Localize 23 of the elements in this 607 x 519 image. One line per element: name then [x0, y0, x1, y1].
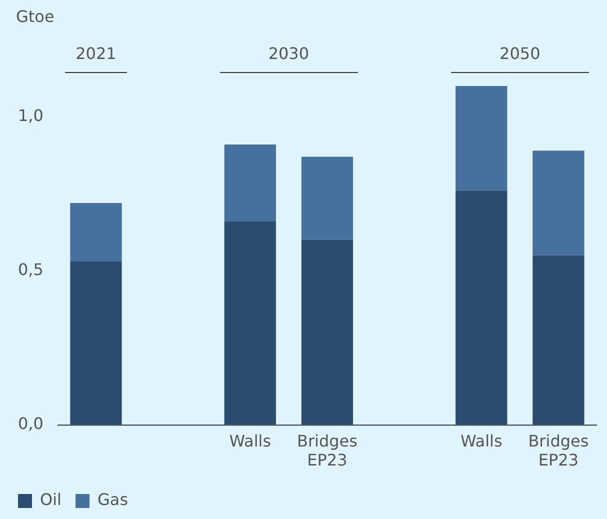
x-tick-label: Bridges EP23 [296, 431, 358, 470]
legend-label: Gas [97, 490, 128, 510]
text: 2050 [498, 44, 542, 63]
bar [224, 144, 276, 222]
bar [456, 190, 508, 425]
bar [532, 255, 584, 425]
bar [70, 202, 122, 262]
y-tick-label: 0,5 [18, 260, 44, 279]
text: 2021 [74, 44, 118, 63]
bar [301, 240, 354, 425]
text: 2030 [267, 44, 310, 63]
bar [532, 150, 584, 256]
bar [224, 221, 276, 425]
bar [70, 261, 122, 425]
legend-label: Oil [40, 490, 62, 510]
y-axis-title: Gtoe [16, 7, 54, 26]
x-tick-label: Walls [460, 431, 502, 450]
x-tick-label: Bridges EP23 [528, 431, 589, 470]
bar [456, 86, 508, 191]
y-tick-label: 0,0 [18, 414, 44, 433]
bar [301, 156, 354, 240]
x-tick-label: Walls [229, 431, 272, 450]
y-tick-label: 1,0 [18, 106, 44, 125]
